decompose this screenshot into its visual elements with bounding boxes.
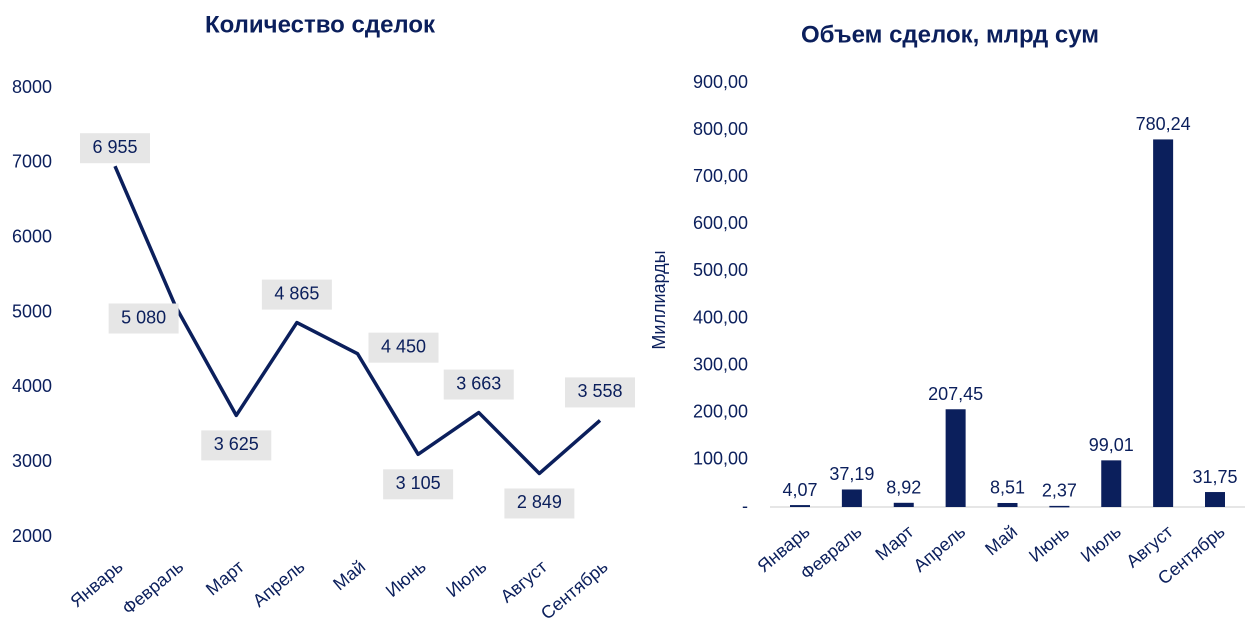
- x-tick-label: Март: [202, 556, 248, 599]
- data-label: 31,75: [1192, 467, 1237, 487]
- y-tick-label: 700,00: [693, 166, 748, 186]
- data-label: 4 450: [381, 336, 426, 356]
- y-tick-label: 900,00: [693, 72, 748, 92]
- y-tick-label: 100,00: [693, 449, 748, 469]
- data-label: 5 080: [121, 307, 166, 327]
- bar: [790, 505, 810, 507]
- chart-title: Количество сделок: [205, 11, 436, 38]
- bar: [893, 502, 914, 507]
- bar: [841, 489, 862, 507]
- data-label: 4,07: [782, 480, 817, 500]
- y-tick-label: 4000: [12, 376, 52, 396]
- y-tick-label: 3000: [12, 451, 52, 471]
- y-tick-label: 200,00: [693, 402, 748, 422]
- data-label-bg: [443, 369, 514, 400]
- data-label: 99,01: [1089, 435, 1134, 455]
- data-label: 2,37: [1042, 481, 1077, 501]
- data-label-bg: [261, 279, 332, 310]
- x-tick-label: Август: [497, 556, 551, 606]
- data-label: 2 849: [517, 492, 562, 512]
- x-tick-label: Март: [872, 521, 918, 564]
- data-label: 8,92: [886, 478, 921, 498]
- data-label: 4 865: [274, 283, 319, 303]
- data-label-bg: [565, 377, 635, 408]
- data-label: 3 625: [214, 434, 259, 454]
- x-tick-label: Июнь: [1025, 521, 1073, 566]
- data-label-bg: [201, 430, 272, 461]
- y-tick-label: 6000: [12, 226, 52, 246]
- chart-title: Объем сделок, млрд сум: [801, 21, 1099, 48]
- y-tick-label: -: [742, 496, 748, 516]
- x-tick-label: Сентябрь: [537, 556, 612, 623]
- data-label: 3 558: [577, 381, 622, 401]
- x-tick-label: Апрель: [910, 521, 970, 576]
- bar: [1101, 460, 1122, 507]
- y-tick-label: 8000: [12, 77, 52, 97]
- y-tick-label: 2000: [12, 526, 52, 546]
- data-label: 3 105: [396, 473, 441, 493]
- y-tick-label: 5000: [12, 301, 52, 321]
- y-tick-label: 300,00: [693, 354, 748, 374]
- y-tick-label: 800,00: [693, 119, 748, 139]
- x-tick-label: Июнь: [382, 556, 430, 601]
- data-label: 6 955: [92, 137, 137, 157]
- x-tick-label: Июль: [442, 556, 490, 601]
- y-tick-label: 500,00: [693, 260, 748, 280]
- y-tick-label: 400,00: [693, 307, 748, 327]
- data-label-bg: [368, 332, 439, 363]
- data-label-bg: [80, 133, 150, 164]
- line: [113, 165, 602, 476]
- bar: [1153, 139, 1174, 507]
- bar: [945, 409, 966, 507]
- y-tick-label: 600,00: [693, 213, 748, 233]
- data-label: 37,19: [829, 464, 874, 484]
- bar: [1049, 505, 1070, 508]
- y-tick-label: 7000: [12, 152, 52, 172]
- data-label: 3 663: [456, 373, 501, 393]
- data-label-bg: [504, 488, 575, 519]
- bar: [997, 502, 1018, 507]
- data-label-bg: [383, 469, 454, 500]
- x-tick-label: Февраль: [118, 556, 187, 618]
- data-label: 207,45: [928, 384, 983, 404]
- x-tick-label: Июль: [1077, 521, 1125, 566]
- data-label-bg: [108, 303, 179, 334]
- x-tick-label: Май: [329, 556, 369, 594]
- bar: [1205, 492, 1225, 507]
- data-label: 8,51: [990, 478, 1025, 498]
- x-tick-label: Апрель: [249, 556, 309, 611]
- data-label: 780,24: [1136, 114, 1191, 134]
- x-tick-label: Май: [981, 521, 1021, 559]
- y-axis-label: Миллиарды: [649, 250, 669, 349]
